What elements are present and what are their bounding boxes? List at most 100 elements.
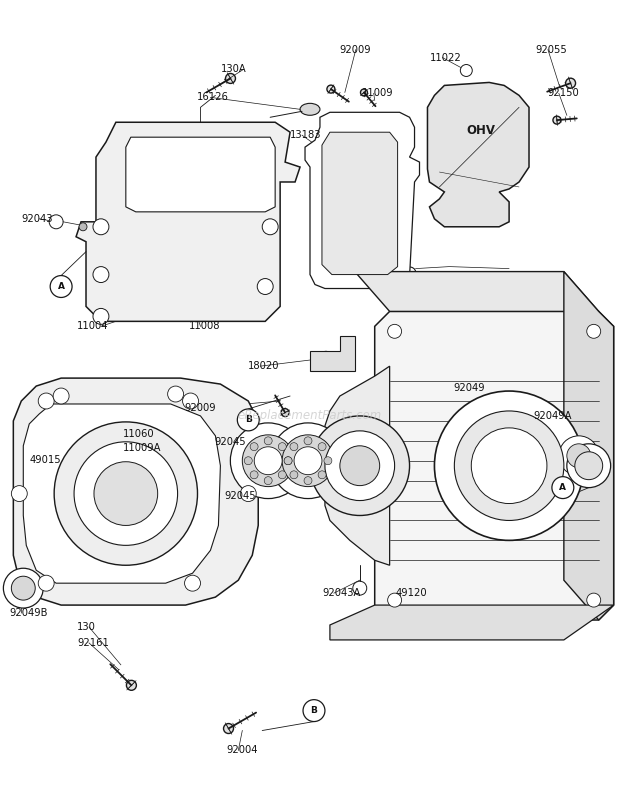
Circle shape [552,476,574,499]
Circle shape [185,575,200,591]
Text: A: A [58,282,64,291]
Polygon shape [76,122,300,322]
Circle shape [435,391,584,541]
Text: 11009: 11009 [361,88,394,99]
Text: 92009: 92009 [340,45,371,55]
Ellipse shape [161,268,180,286]
Text: 11022: 11022 [430,53,461,63]
Circle shape [290,443,298,451]
Text: 92150: 92150 [547,88,578,99]
Circle shape [38,393,54,409]
Text: 130A: 130A [220,64,246,75]
Text: B: B [311,706,317,715]
Circle shape [11,576,35,600]
Text: 11008: 11008 [188,322,220,331]
Ellipse shape [14,435,29,446]
Circle shape [460,64,472,76]
Ellipse shape [157,236,185,257]
Text: 130: 130 [77,622,96,632]
Circle shape [281,409,289,416]
Circle shape [155,156,187,188]
Circle shape [565,78,575,88]
Text: 92049A: 92049A [533,411,572,421]
Circle shape [242,435,294,487]
Text: 92045: 92045 [224,491,256,500]
Circle shape [161,162,180,182]
Polygon shape [310,336,355,371]
Circle shape [93,266,109,282]
Circle shape [79,223,87,231]
Circle shape [284,457,292,464]
Circle shape [49,215,63,229]
Circle shape [264,437,272,445]
Circle shape [282,435,334,487]
Circle shape [237,409,259,431]
Polygon shape [24,404,220,583]
Polygon shape [374,311,614,620]
Circle shape [567,444,611,488]
Circle shape [304,476,312,484]
Circle shape [294,447,322,475]
Text: 18020: 18020 [248,361,280,371]
Circle shape [54,422,198,565]
Circle shape [250,471,258,479]
Circle shape [226,74,236,83]
Circle shape [290,471,298,479]
Polygon shape [14,378,259,605]
Ellipse shape [300,103,320,115]
Circle shape [257,278,273,294]
Circle shape [262,219,278,235]
Circle shape [231,423,306,499]
FancyBboxPatch shape [445,104,518,155]
Circle shape [587,324,601,338]
Ellipse shape [233,451,247,460]
Circle shape [318,471,326,479]
Circle shape [327,85,335,93]
Circle shape [388,324,402,338]
Polygon shape [427,83,529,227]
Circle shape [50,276,72,298]
Circle shape [270,423,346,499]
Ellipse shape [216,236,244,257]
Circle shape [74,442,177,545]
Polygon shape [325,367,389,565]
Circle shape [304,437,312,445]
Circle shape [250,443,258,451]
Polygon shape [305,112,420,289]
Polygon shape [126,137,275,212]
Ellipse shape [400,266,415,277]
Text: 92045: 92045 [215,437,246,447]
Circle shape [220,162,241,182]
Text: 49120: 49120 [396,588,427,598]
Circle shape [226,167,236,177]
Circle shape [587,593,601,607]
Circle shape [167,386,184,402]
Circle shape [318,443,326,451]
Text: OHV: OHV [467,124,496,136]
Polygon shape [355,272,599,311]
Circle shape [53,388,69,404]
Text: 11009A: 11009A [123,443,161,453]
Circle shape [284,457,292,464]
Circle shape [93,219,109,235]
Text: 92043: 92043 [21,214,53,224]
Text: 92055: 92055 [535,45,567,55]
Text: 92043A: 92043A [322,588,360,598]
Circle shape [553,116,561,124]
Circle shape [93,309,109,324]
Text: 92049B: 92049B [9,608,48,618]
Circle shape [575,452,603,480]
Text: 92161: 92161 [77,638,109,648]
Polygon shape [322,132,397,274]
Polygon shape [330,605,614,640]
Circle shape [244,457,252,464]
Text: A: A [559,483,566,492]
Ellipse shape [146,150,255,205]
Circle shape [454,411,564,520]
Circle shape [94,462,157,525]
Text: eReplacementParts.com: eReplacementParts.com [238,410,382,423]
Polygon shape [564,272,614,620]
Circle shape [182,393,198,409]
Circle shape [264,476,272,484]
Ellipse shape [19,550,33,561]
